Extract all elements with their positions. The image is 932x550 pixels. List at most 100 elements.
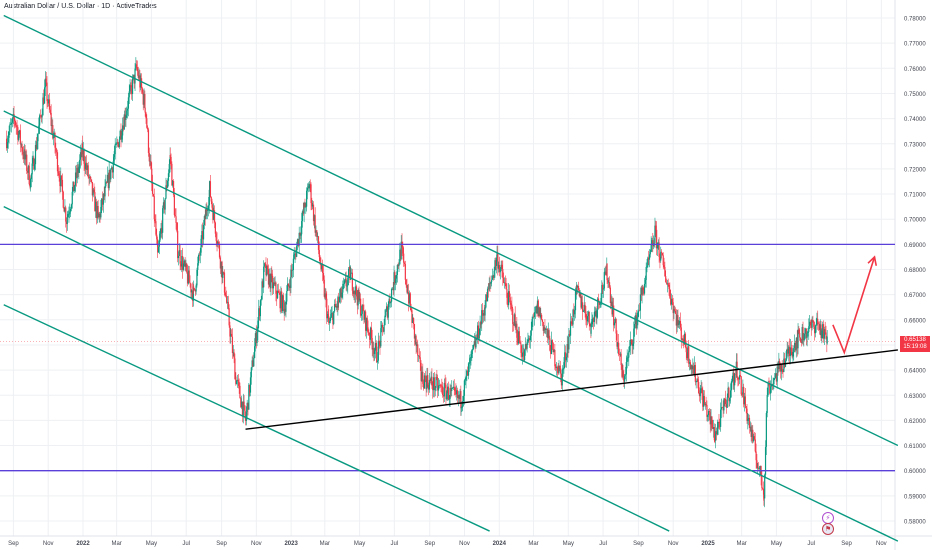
candle-body [165,185,167,199]
candle-body [388,299,390,308]
candle-body [366,318,368,328]
candle-body [283,308,285,314]
candle-body [145,112,147,119]
candle-body [44,78,46,88]
candle-body [689,362,691,370]
candle-body [325,293,327,299]
candle-body [360,313,363,316]
candle-body [660,251,663,253]
candle-body [376,360,379,363]
candle-body [254,333,257,347]
projection-arrow[interactable] [832,256,876,355]
candle-body [488,283,490,290]
candle-body [362,304,364,312]
candle-body [183,260,185,264]
candle-body [503,277,505,283]
candle-body [612,305,614,315]
candle-body [147,127,149,130]
candle-body [637,311,639,317]
candle-body [601,285,603,298]
candle-body [98,213,100,218]
candle-body [376,346,378,363]
candle-body [216,240,218,244]
candle-body [280,291,282,309]
candle-body [279,293,281,309]
candle-body [390,289,393,302]
candle-body [665,282,668,284]
candle-body [24,149,26,160]
candle-body [720,409,722,427]
candle-body [157,246,160,253]
candle-body [19,130,21,145]
candle-body [574,290,577,311]
flag-icon[interactable]: ⚑ [822,523,834,535]
candle-body [348,268,350,278]
candle-body [281,295,284,312]
candle-body [599,302,601,305]
candle-body [324,293,326,297]
candle-body [74,172,77,186]
candle-body [213,210,216,223]
candle-body [589,323,591,327]
chart-title: Australian Dollar / U.S. Dollar · 1D · A… [4,3,157,10]
candle-body [48,99,51,110]
candle-body [569,321,572,336]
candle-body [432,385,434,391]
channel-line[interactable] [3,110,899,542]
candle-body [186,263,188,273]
candle-body [799,333,801,338]
candle-body [467,370,469,376]
candle-body [407,292,409,293]
candle-body [207,205,210,211]
candle-body [607,280,609,283]
candle-body [817,323,820,324]
candle-body [491,279,493,282]
candle-body [422,371,424,384]
candle-body [684,333,687,347]
x-tick-label: Mar [320,541,330,547]
candle-body [151,183,154,195]
candle-body [351,272,353,291]
candle-body [786,348,788,352]
candle-body [790,347,792,352]
candle-body [282,295,284,303]
candle-body [629,339,632,347]
candle-body [415,335,417,347]
candle-body [8,131,10,138]
channel-line[interactable] [3,205,670,532]
candle-body [620,353,622,365]
support-trendline[interactable] [245,349,898,430]
candle-body [436,377,438,379]
candle-body [824,329,826,333]
candle-body [614,318,616,323]
candle-body [331,313,333,315]
candle-body [35,144,37,150]
candle-body [528,338,530,340]
candle-body [77,167,79,173]
candle-body [482,313,485,316]
channel-line[interactable] [3,304,490,532]
candle-body [545,329,547,330]
candle-body [681,338,683,340]
candle-body [333,304,336,312]
candle-body [18,130,21,135]
candle-body [27,165,29,173]
y-tick-label: 0.68000 [904,268,926,274]
candle-body [107,174,109,189]
candle-body [336,306,338,308]
candle-body [333,311,335,325]
candle-body [36,141,38,150]
x-tick-label: Nov [459,541,470,547]
candle-body [747,418,749,422]
candle-body [184,260,186,267]
candle-body [392,288,394,291]
candle-body [328,316,330,324]
candle-body [65,221,68,225]
candle-body [719,422,721,427]
x-tick-label: Jul [182,541,190,547]
channel-line[interactable] [3,14,899,447]
candle-body [462,395,465,402]
candle-body [148,152,150,162]
candle-body [127,97,130,109]
